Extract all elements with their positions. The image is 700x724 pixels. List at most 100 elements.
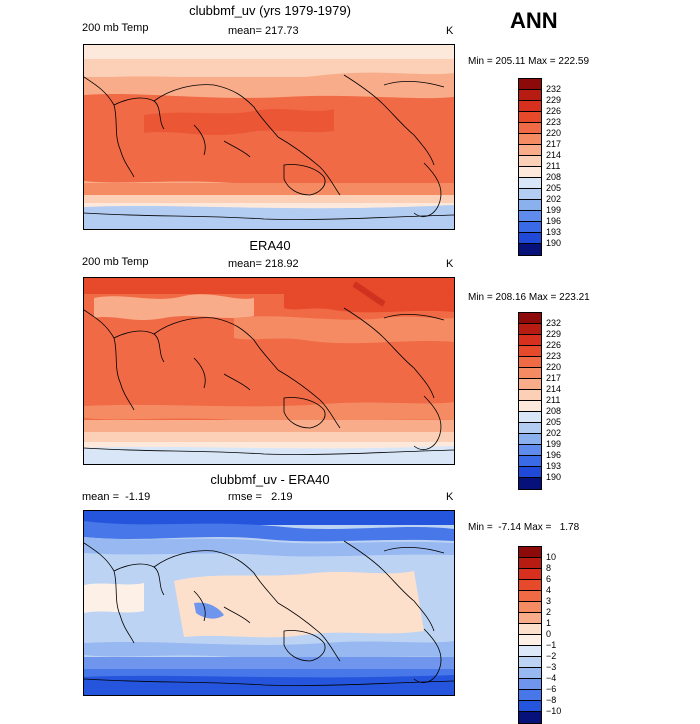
- cbar-1-label: 196: [546, 216, 562, 226]
- panel-3-colorbar-labels: 10 8 6 4 3 2 1 0 −1 −2 −3 −4 −6 −8 −10: [546, 552, 561, 717]
- panel-2-units: K: [446, 258, 454, 270]
- panel-2-title: ERA40: [249, 238, 291, 253]
- cbar-2-label: 223: [546, 351, 562, 361]
- cbar-2-label: 211: [546, 395, 561, 405]
- cbar-1-swatch: [519, 112, 541, 123]
- cbar-1-label: 232: [546, 84, 562, 94]
- cbar-1-label: 226: [546, 106, 562, 116]
- cbar-2-label: 208: [546, 406, 562, 416]
- cbar-2-swatch: [519, 346, 541, 357]
- cbar-2-label: 205: [546, 417, 562, 427]
- cbar-2-swatch: [519, 335, 541, 346]
- cbar-3-label: −3: [546, 662, 557, 672]
- panel-1-title: clubbmf_uv (yrs 1979-1979): [189, 3, 351, 18]
- cbar-2-label: 196: [546, 450, 562, 460]
- cbar-3-swatch: [519, 646, 541, 657]
- cbar-1-label: 220: [546, 128, 562, 138]
- cbar-2-swatch: [519, 467, 541, 478]
- cbar-1-swatch: [519, 178, 541, 189]
- cbar-1-swatch: [519, 167, 541, 178]
- panel-3-units: K: [446, 491, 454, 503]
- cbar-2-swatch: [519, 368, 541, 379]
- cbar-1-label: 193: [546, 227, 562, 237]
- cbar-1-label: 223: [546, 117, 562, 127]
- cbar-3-swatch: [519, 580, 541, 591]
- panel-1-map: [83, 44, 455, 230]
- cbar-2-label: 229: [546, 329, 562, 339]
- cbar-3-label: −8: [546, 695, 557, 705]
- cbar-1-label: 202: [546, 194, 562, 204]
- cbar-1-swatch: [519, 200, 541, 211]
- cbar-2-label: 232: [546, 318, 562, 328]
- cbar-3-label: −6: [546, 684, 557, 694]
- cbar-3-label: 3: [546, 596, 552, 606]
- cbar-2-label: 226: [546, 340, 562, 350]
- panel-2-map: [83, 277, 455, 465]
- cbar-1-swatch: [519, 145, 541, 156]
- panel-1-colorbar: [518, 78, 542, 256]
- cbar-3-swatch: [519, 690, 541, 701]
- cbar-2-label: 202: [546, 428, 562, 438]
- panel-1-minmax: Min = 205.11 Max = 222.59: [468, 56, 590, 67]
- panel-3-mean: mean = -1.19: [82, 491, 151, 503]
- cbar-2-swatch: [519, 379, 541, 390]
- cbar-3-label: 0: [546, 629, 552, 639]
- panel-2-colorbar-labels: 232 229 226 223 220 217 214 211 208 205 …: [546, 318, 561, 483]
- cbar-1-swatch: [519, 156, 541, 167]
- cbar-1-label: 211: [546, 161, 561, 171]
- cbar-1-swatch: [519, 79, 541, 90]
- cbar-1-swatch: [519, 123, 541, 134]
- cbar-1-swatch: [519, 211, 541, 222]
- cbar-1-label: 214: [546, 150, 562, 160]
- cbar-1-swatch: [519, 90, 541, 101]
- cbar-3-label: −4: [546, 673, 557, 683]
- cbar-2-label: 220: [546, 362, 562, 372]
- panel-3-rmse: rmse = 2.19: [228, 491, 293, 503]
- cbar-3-swatch: [519, 635, 541, 646]
- cbar-3-label: 1: [546, 618, 552, 628]
- panel-2-left-label: 200 mb Temp: [82, 256, 149, 268]
- panel-2-minmax: Min = 208.16 Max = 223.21: [468, 292, 590, 303]
- cbar-2-label: 214: [546, 384, 562, 394]
- cbar-1-label: 217: [546, 139, 562, 149]
- panel-1-units: K: [446, 25, 454, 37]
- cbar-1-label: 190: [546, 238, 562, 248]
- cbar-2-swatch: [519, 313, 541, 324]
- season-label: ANN: [510, 8, 558, 33]
- panel-2-colorbar: [518, 312, 542, 490]
- panel-3-map: [83, 510, 455, 696]
- cbar-1-swatch: [519, 134, 541, 145]
- cbar-3-swatch: [519, 679, 541, 690]
- cbar-1-swatch: [519, 101, 541, 112]
- cbar-3-swatch: [519, 591, 541, 602]
- cbar-2-swatch: [519, 434, 541, 445]
- cbar-1-swatch: [519, 189, 541, 200]
- cbar-2-swatch: [519, 357, 541, 368]
- cbar-3-swatch: [519, 624, 541, 635]
- panel-3-minmax: Min = -7.14 Max = 1.78: [468, 522, 580, 533]
- cbar-1-label: 205: [546, 183, 562, 193]
- cbar-3-label: 2: [546, 607, 552, 617]
- panel-3-title: clubbmf_uv - ERA40: [210, 472, 330, 487]
- cbar-2-label: 193: [546, 461, 562, 471]
- cbar-3-swatch: [519, 547, 541, 558]
- cbar-2-swatch: [519, 445, 541, 456]
- cbar-3-swatch: [519, 558, 541, 569]
- cbar-2-label: 199: [546, 439, 562, 449]
- panel-1-colorbar-labels: 232 229 226 223 220 217 214 211 208 205 …: [546, 84, 561, 249]
- cbar-3-swatch: [519, 569, 541, 580]
- cbar-2-swatch: [519, 423, 541, 434]
- cbar-3-label: 4: [546, 585, 552, 595]
- cbar-2-swatch: [519, 478, 541, 489]
- cbar-3-label: −2: [546, 651, 557, 661]
- cbar-1-swatch: [519, 244, 541, 255]
- panel-2-mean: mean= 218.92: [228, 258, 299, 270]
- cbar-1-swatch: [519, 222, 541, 233]
- cbar-1-label: 229: [546, 95, 562, 105]
- cbar-2-label: 190: [546, 472, 562, 482]
- panel-1-mean: mean= 217.73: [228, 25, 299, 37]
- cbar-3-label: −10: [546, 706, 562, 716]
- cbar-3-label: 8: [546, 563, 552, 573]
- cbar-3-label: −1: [546, 640, 557, 650]
- cbar-1-label: 199: [546, 205, 562, 215]
